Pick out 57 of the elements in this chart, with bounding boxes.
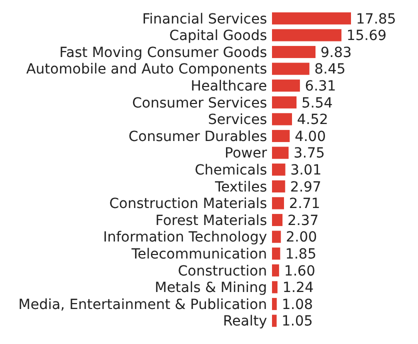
y-tick-label: Metals & Mining (154, 280, 267, 296)
bar (272, 314, 277, 327)
bar (272, 214, 282, 226)
y-tick-label: Construction (178, 263, 267, 280)
y-tick-label: Consumer Services (132, 95, 267, 112)
y-tick-label: Information Technology (103, 230, 267, 246)
bar (272, 96, 297, 108)
bar (272, 146, 289, 159)
y-tick-label: Financial Services (142, 11, 267, 28)
data-label: 1.60 (284, 263, 316, 280)
bar (272, 113, 292, 126)
y-tick-label: Power (224, 146, 268, 162)
bar (272, 248, 280, 260)
y-tick-label: Automobile and Auto Components (26, 62, 267, 78)
y-tick-label: Healthcare (190, 78, 267, 94)
bar (272, 264, 280, 276)
bar (272, 164, 286, 176)
data-label: 3.01 (290, 162, 322, 178)
data-label: 1.05 (282, 314, 313, 330)
y-tick-label: Forest Materials (155, 212, 267, 229)
y-tick-label: Textiles (214, 179, 267, 196)
bar (272, 80, 300, 92)
data-label: 3.75 (294, 146, 325, 162)
data-label: 4.00 (294, 128, 326, 145)
y-tick-label: Telecommunication (130, 246, 267, 262)
data-label: 17.85 (356, 11, 396, 28)
bar (272, 281, 278, 294)
data-label: 1.85 (285, 246, 316, 262)
bar (272, 46, 316, 58)
y-tick-label: Fast Moving Consumer Goods (59, 44, 267, 61)
y-tick-label: Consumer Durables (128, 128, 267, 145)
data-label: 15.69 (346, 28, 387, 44)
y-tick-label: Services (208, 112, 267, 128)
bar (272, 180, 286, 192)
bar (272, 298, 277, 310)
bar (272, 130, 290, 142)
bar (272, 230, 281, 243)
y-tick-label: Capital Goods (169, 28, 267, 44)
data-label: 1.24 (282, 280, 314, 296)
data-label: 1.08 (282, 296, 313, 313)
y-tick-label: Construction Materials (109, 196, 267, 212)
y-tick-label: Realty (223, 314, 267, 330)
bar (272, 197, 284, 210)
data-label: 8.45 (314, 62, 346, 78)
bar (272, 29, 342, 42)
y-tick-label: Media, Entertainment & Publication (18, 296, 267, 313)
data-label: 6.31 (304, 78, 336, 94)
bar (272, 62, 310, 75)
bar (272, 12, 351, 24)
y-tick-label: Chemicals (194, 162, 267, 178)
data-label: 2.00 (286, 230, 318, 246)
data-label: 4.52 (297, 112, 328, 128)
data-label: 2.71 (288, 196, 320, 212)
data-label: 9.83 (320, 44, 352, 61)
data-label: 5.54 (302, 95, 333, 112)
data-label: 2.37 (287, 212, 319, 229)
data-label: 2.97 (290, 179, 322, 196)
